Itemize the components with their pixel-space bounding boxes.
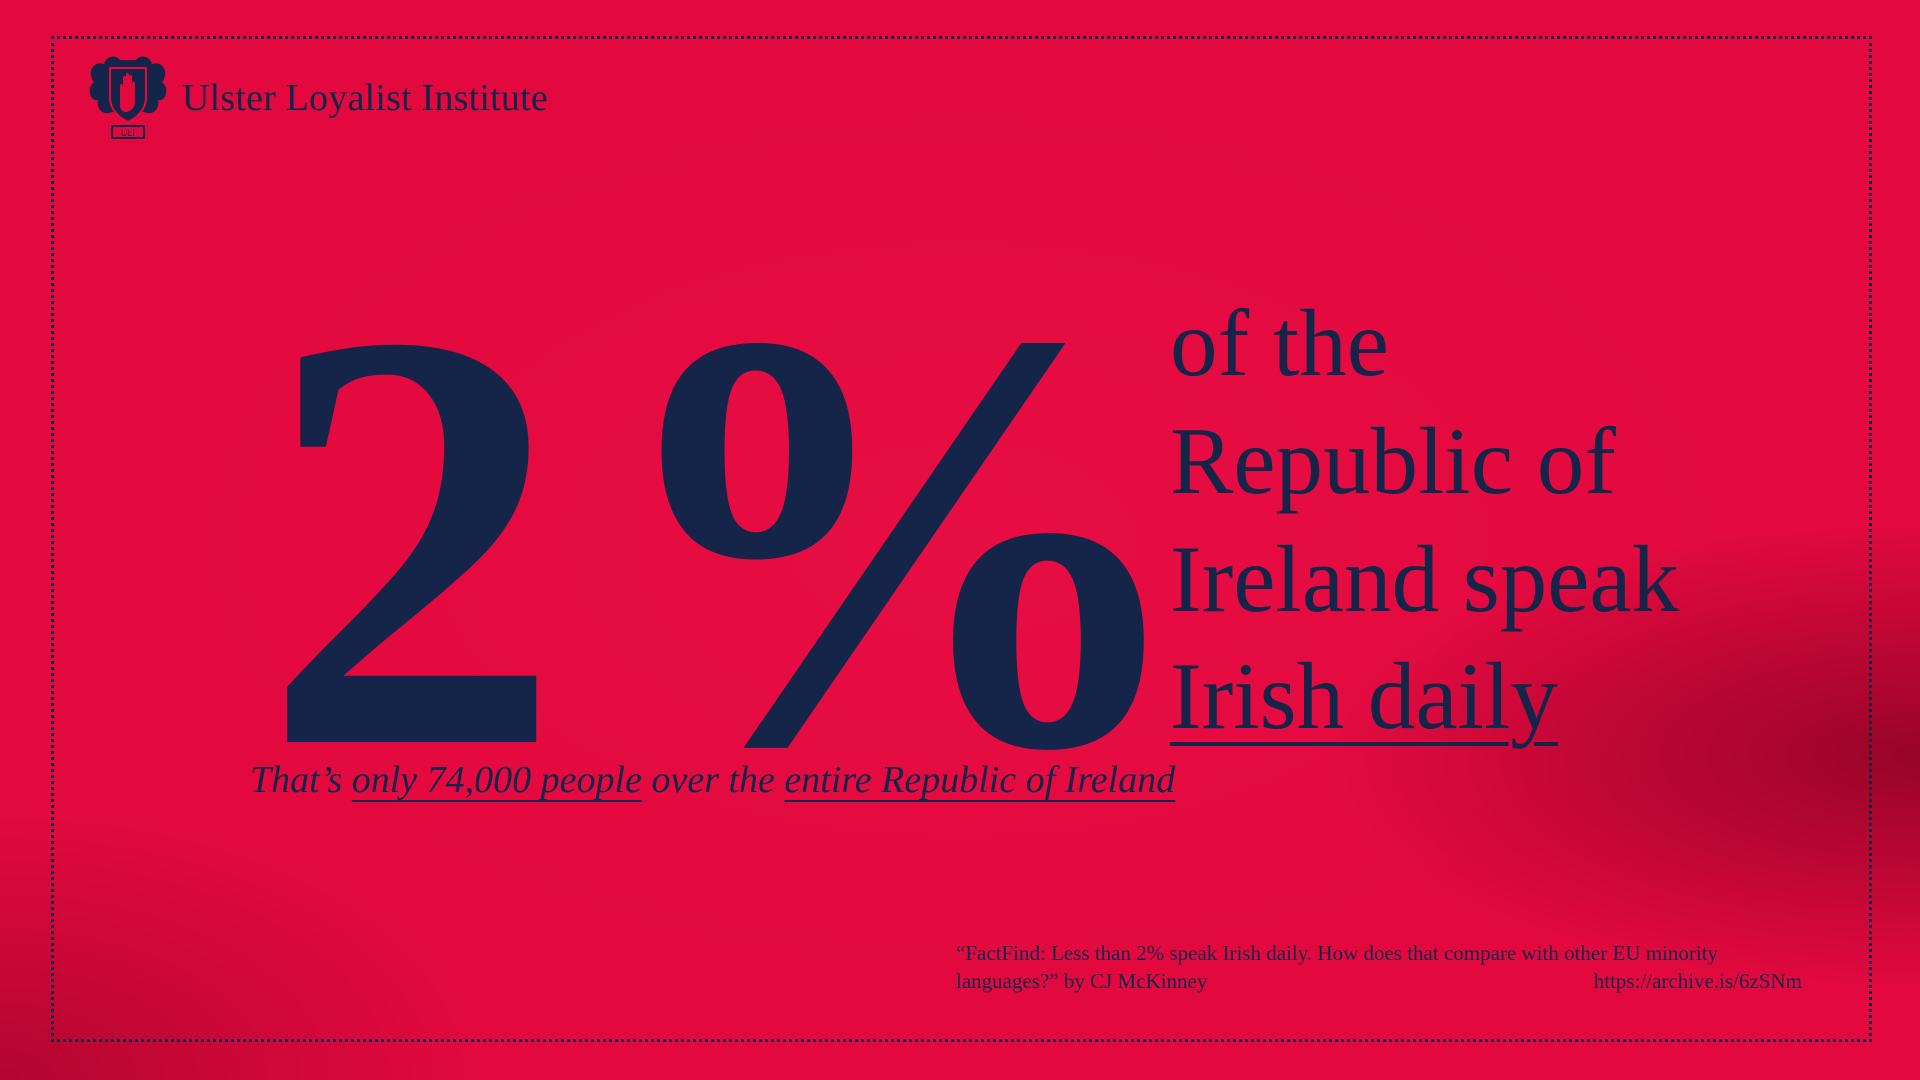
subline: That’s only 74,000 people over the entir… — [250, 758, 1175, 802]
dotted-border-frame — [51, 36, 1872, 1042]
citation-url: https://archive.is/6zSNm — [1593, 968, 1802, 993]
headline: of the Republic of Ireland speak Irish d… — [1170, 285, 1679, 756]
subline-part-3: over the — [641, 759, 785, 801]
headline-line-2: Republic of — [1170, 407, 1616, 514]
subline-part-1: That’s — [250, 759, 352, 801]
stat-percent-sign: % — [600, 207, 1200, 872]
citation: “FactFind: Less than 2% speak Irish dail… — [956, 940, 1802, 996]
brand-header: ULI Ulster Loyalist Institute — [86, 52, 548, 144]
subline-part-4: entire Republic of Ireland — [784, 759, 1176, 801]
brand-name: Ulster Loyalist Institute — [182, 77, 548, 119]
subline-part-2: only 74,000 people — [351, 759, 642, 801]
headline-line-4: Irish daily — [1170, 643, 1558, 750]
citation-line-1: “FactFind: Less than 2% speak Irish dail… — [956, 941, 1719, 965]
stat-number: 2 — [262, 207, 562, 872]
crest-plate-text: ULI — [121, 128, 135, 138]
headline-line-1: of the — [1170, 290, 1389, 396]
citation-line-2: languages?” by CJ McKinney — [956, 968, 1208, 993]
citation-row: languages?” by CJ McKinney https://archi… — [956, 968, 1802, 996]
red-hand-crest-icon: ULI — [89, 56, 167, 139]
headline-line-3: Ireland speak — [1170, 525, 1680, 632]
